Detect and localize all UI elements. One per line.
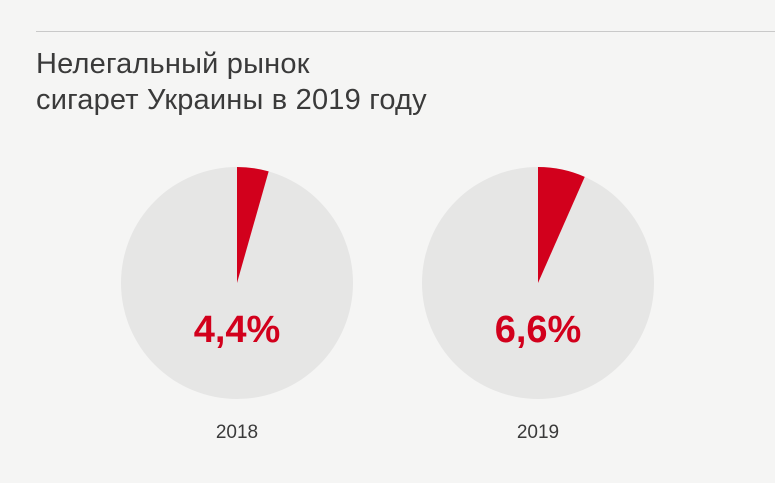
value-label: 4,4%	[194, 309, 281, 351]
pie-2018: 4,4% 2018	[121, 167, 353, 443]
year-label: 2018	[216, 422, 258, 443]
title-line-1: Нелегальный рынок	[36, 48, 310, 80]
pie-highlight-slice	[538, 167, 585, 283]
value-label: 6,6%	[495, 309, 582, 351]
pie-highlight-slice	[237, 167, 269, 283]
title-line-2: сигарет Украины в 2019 году	[36, 84, 427, 116]
chart-title: Нелегальный рынок сигарет Украины в 2019…	[36, 46, 427, 118]
top-divider	[36, 31, 775, 32]
year-label: 2019	[517, 422, 559, 443]
pie-2019: 6,6% 2019	[422, 167, 654, 443]
